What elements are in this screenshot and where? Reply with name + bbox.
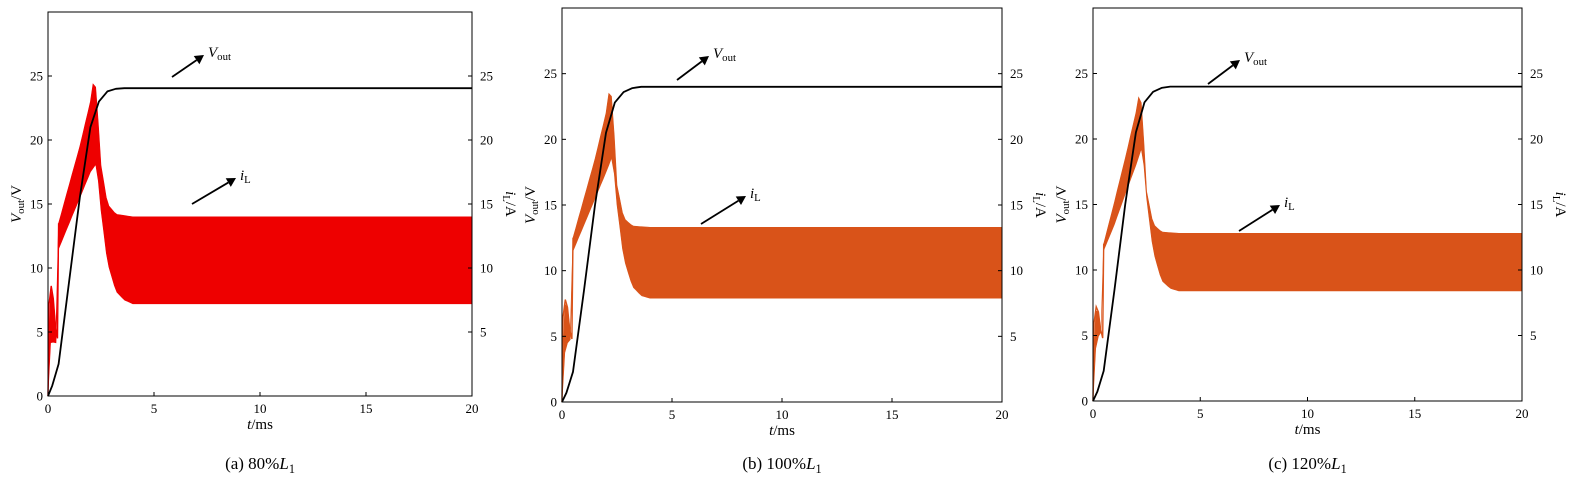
y-left-axis-label: Vout/V bbox=[9, 185, 27, 223]
il-arrow-head bbox=[735, 196, 746, 205]
il-arrow-line bbox=[700, 199, 739, 225]
vout-annotation: Vout bbox=[713, 46, 736, 64]
il-arrow-head bbox=[1269, 205, 1280, 215]
il-series-band bbox=[47, 83, 473, 397]
y-right-tick-label: 5 bbox=[1530, 328, 1537, 343]
x-tick-label: 5 bbox=[151, 401, 158, 416]
il-startup-line bbox=[561, 237, 574, 403]
x-tick-label: 20 bbox=[996, 407, 1009, 422]
y-left-tick-label: 5 bbox=[37, 325, 44, 340]
panel-caption: (c) 120%L1 bbox=[1268, 454, 1346, 476]
y-right-tick-label: 20 bbox=[480, 133, 493, 148]
il-arrow-line bbox=[1238, 209, 1273, 232]
chart-panel-a: 0 5 10 15 20 0 5 10 15 20 25 5 10 15 20 25 t/ms Vout/V iL/… bbox=[9, 11, 518, 476]
x-axis-label: t/ms bbox=[1295, 422, 1321, 438]
vout-arrow-line bbox=[171, 59, 198, 78]
y-right-tick-label: 15 bbox=[1010, 198, 1023, 213]
y-right-tick-label: 5 bbox=[1010, 329, 1017, 344]
x-tick-label: 5 bbox=[669, 407, 676, 422]
y-left-tick-label: 20 bbox=[1075, 132, 1088, 147]
vout-annotation: Vout bbox=[208, 45, 231, 63]
chart-panel-b: 0 5 10 15 20 0 5 10 15 20 25 5 10 15 20 25 t/ms Vout/V iL/… bbox=[523, 7, 1048, 476]
y-right-tick-label: 5 bbox=[480, 325, 487, 340]
x-tick-label: 15 bbox=[1408, 406, 1421, 421]
x-axis-label: t/ms bbox=[247, 417, 273, 433]
y-right-tick-label: 10 bbox=[480, 261, 493, 276]
y-right-tick-label: 25 bbox=[1010, 66, 1023, 81]
y-left-tick-label: 25 bbox=[30, 69, 43, 84]
y-left-tick-label: 5 bbox=[1082, 328, 1089, 343]
y-right-tick-label: 10 bbox=[1010, 263, 1023, 278]
il-annotation: iL bbox=[1284, 195, 1295, 213]
y-left-tick-label: 0 bbox=[37, 389, 44, 404]
il-startup-line bbox=[1092, 243, 1105, 402]
vout-arrow-head bbox=[1229, 60, 1240, 70]
x-tick-label: 10 bbox=[776, 407, 789, 422]
y-right-axis-label: iL/A bbox=[500, 191, 518, 217]
y-left-tick-label: 0 bbox=[1082, 394, 1089, 409]
x-tick-label: 20 bbox=[466, 401, 479, 416]
y-left-axis-label: Vout/V bbox=[523, 186, 541, 224]
x-tick-label: 0 bbox=[559, 407, 566, 422]
vout-arrow-head bbox=[698, 56, 709, 66]
plot-frame bbox=[561, 7, 1003, 403]
il-arrow-head bbox=[225, 178, 236, 187]
y-left-tick-label: 20 bbox=[30, 133, 43, 148]
x-tick-label: 15 bbox=[360, 401, 373, 416]
il-annotation: iL bbox=[750, 186, 761, 204]
x-tick-label: 10 bbox=[1301, 406, 1314, 421]
vout-series-line bbox=[47, 87, 472, 397]
il-series-band bbox=[1092, 96, 1523, 402]
y-right-axis-label: iL/A bbox=[1030, 192, 1048, 218]
y-left-tick-label: 20 bbox=[544, 132, 557, 147]
y-right-tick-label: 25 bbox=[1530, 66, 1543, 81]
y-left-tick-label: 15 bbox=[30, 197, 43, 212]
plot-frame bbox=[1092, 7, 1523, 402]
il-arrow-line bbox=[191, 181, 229, 205]
y-left-tick-label: 0 bbox=[551, 395, 558, 410]
y-left-tick-label: 25 bbox=[544, 66, 557, 81]
vout-arrow-line bbox=[1207, 64, 1234, 85]
y-right-tick-label: 20 bbox=[1530, 132, 1543, 147]
il-startup-line bbox=[47, 223, 60, 397]
x-tick-label: 20 bbox=[1516, 406, 1529, 421]
panel-caption: (a) 80%L1 bbox=[225, 454, 295, 476]
il-series-band bbox=[561, 92, 1003, 403]
x-tick-label: 15 bbox=[886, 407, 899, 422]
x-tick-label: 0 bbox=[1090, 406, 1097, 421]
x-axis-label: t/ms bbox=[769, 423, 795, 439]
y-left-tick-label: 5 bbox=[551, 329, 558, 344]
il-annotation: iL bbox=[240, 168, 251, 186]
vout-arrow-line bbox=[676, 60, 703, 81]
y-left-tick-label: 10 bbox=[544, 263, 557, 278]
chart-panel-c: 0 5 10 15 20 0 5 10 15 20 25 5 10 15 20 25 t/ms Vout/V iL/… bbox=[1054, 7, 1568, 476]
vout-arrow-head bbox=[193, 55, 204, 65]
y-right-tick-label: 15 bbox=[480, 197, 493, 212]
vout-series-line bbox=[561, 85, 1002, 403]
y-right-tick-label: 20 bbox=[1010, 132, 1023, 147]
x-tick-label: 10 bbox=[254, 401, 267, 416]
x-tick-label: 5 bbox=[1197, 406, 1204, 421]
y-left-tick-label: 10 bbox=[1075, 263, 1088, 278]
y-right-tick-label: 15 bbox=[1530, 197, 1543, 212]
x-tick-label: 0 bbox=[45, 401, 52, 416]
y-left-tick-label: 10 bbox=[30, 261, 43, 276]
y-left-tick-label: 15 bbox=[544, 198, 557, 213]
vout-annotation: Vout bbox=[1244, 50, 1267, 68]
y-left-tick-label: 15 bbox=[1075, 197, 1088, 212]
y-right-tick-label: 10 bbox=[1530, 263, 1543, 278]
y-left-tick-label: 25 bbox=[1075, 66, 1088, 81]
y-right-tick-label: 25 bbox=[480, 69, 493, 84]
plot-frame bbox=[47, 11, 473, 397]
y-left-axis-label: Vout/V bbox=[1054, 185, 1072, 223]
panel-caption: (b) 100%L1 bbox=[742, 454, 821, 476]
y-right-axis-label: iL/A bbox=[1550, 192, 1568, 218]
vout-series-line bbox=[1092, 85, 1522, 402]
